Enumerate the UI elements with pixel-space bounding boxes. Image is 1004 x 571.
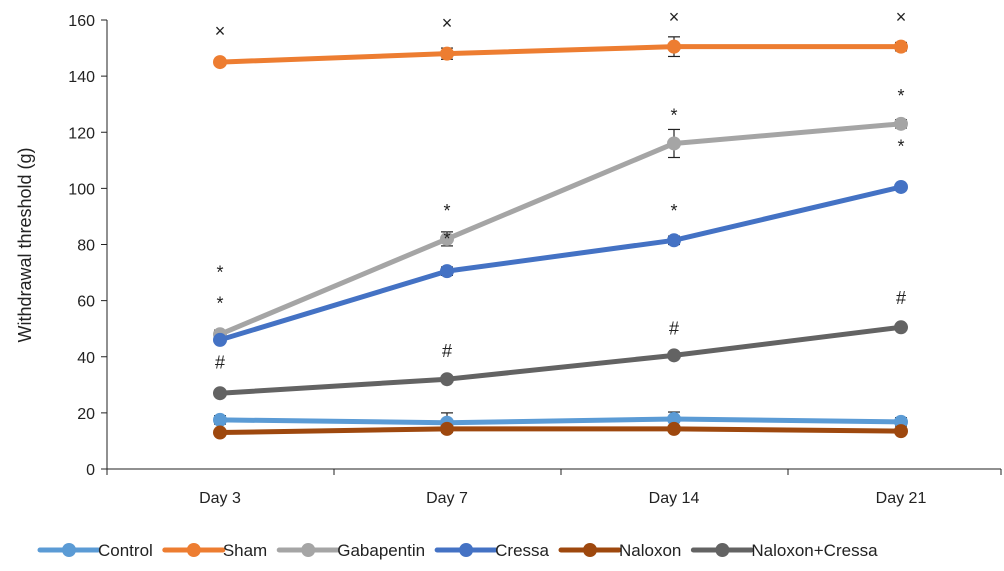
legend-label: Naloxon <box>619 541 681 560</box>
data-point <box>894 179 908 194</box>
series-sham <box>213 36 908 70</box>
series-line <box>217 416 904 426</box>
x-tick-label: Day 7 <box>426 490 468 507</box>
data-point <box>894 116 908 131</box>
legend-swatch-marker <box>301 543 316 557</box>
series-line <box>217 324 904 396</box>
x-tick-label: Day 14 <box>649 490 700 507</box>
significance-marker: * <box>443 229 450 249</box>
significance-marker: # <box>215 352 225 372</box>
y-axis-title: Withdrawal threshold (g) <box>15 147 35 342</box>
significance-marker: # <box>896 288 906 308</box>
legend-item: Control <box>37 541 153 560</box>
data-point <box>667 412 681 427</box>
y-tick-label: 100 <box>68 181 95 198</box>
y-tick-label: 20 <box>77 406 95 423</box>
legend-item: Sham <box>162 541 267 560</box>
data-point <box>440 46 454 61</box>
series-gabapentin <box>213 116 908 342</box>
significance-marker: * <box>443 201 450 221</box>
legend-item: Cressa <box>434 541 550 560</box>
series-line <box>217 44 904 65</box>
significance-marker: * <box>670 105 677 125</box>
significance-marker: × <box>669 7 680 27</box>
series-cressa <box>213 179 908 347</box>
y-tick-label: 160 <box>68 13 95 30</box>
series-line <box>217 184 904 343</box>
data-point <box>667 233 681 248</box>
data-point <box>894 39 908 54</box>
significance-marker: × <box>442 13 453 33</box>
legend-item: Naloxon+Cressa <box>690 541 878 560</box>
significance-marker: × <box>896 7 907 27</box>
series-line <box>217 426 904 436</box>
legend-swatch-marker <box>459 543 474 557</box>
significance-marker: * <box>216 263 223 283</box>
x-tick-label: Day 21 <box>876 490 927 507</box>
significance-marker: * <box>897 86 904 106</box>
legend-swatch-marker <box>62 543 76 557</box>
legend-swatch-marker <box>186 543 201 557</box>
y-tick-label: 40 <box>77 350 95 367</box>
legend: Control Sham Gabapentin Cressa Naloxon Naloxo… <box>37 541 878 560</box>
significance-marker: # <box>669 319 679 339</box>
data-point <box>894 424 908 439</box>
legend-label: Cressa <box>495 541 549 560</box>
legend-label: Gabapentin <box>337 541 425 560</box>
data-point <box>213 386 227 401</box>
y-tick-label: 0 <box>86 462 95 479</box>
legend-label: Naloxon+Cressa <box>751 541 878 560</box>
significance-marker: * <box>216 293 223 313</box>
x-axis: Day 3 Day 7 Day 14 Day 21 <box>106 468 1002 507</box>
legend-swatch-marker <box>583 543 597 557</box>
y-tick-label: 80 <box>77 238 95 255</box>
data-point <box>440 264 454 279</box>
data-point <box>440 421 454 436</box>
y-tick-label: 60 <box>77 294 95 311</box>
legend-item: Naloxon <box>558 541 681 560</box>
significance-marker: * <box>670 201 677 221</box>
series-naloxon-cressa <box>213 320 908 401</box>
data-point <box>213 332 227 347</box>
data-point <box>213 412 227 427</box>
significance-marker: × <box>215 21 226 41</box>
y-tick-label: 140 <box>68 69 95 86</box>
y-axis: 0 20 40 60 80 100 120 140 160 <box>68 13 108 479</box>
legend-label: Control <box>98 541 153 560</box>
series-line <box>217 121 904 337</box>
legend-item: Gabapentin <box>276 541 425 560</box>
data-point <box>667 421 681 436</box>
data-point <box>894 320 908 335</box>
x-tick-label: Day 3 <box>199 490 241 507</box>
significance-marker: * <box>897 136 904 156</box>
data-point <box>667 348 681 363</box>
series-naloxon <box>213 421 908 440</box>
significance-marker: # <box>442 341 452 361</box>
annotation-layer: × × × × * * # * * # * * # * * # <box>215 7 907 372</box>
series-layer <box>213 36 908 440</box>
y-tick-label: 120 <box>68 125 95 142</box>
data-point <box>440 372 454 387</box>
data-point <box>667 136 681 151</box>
data-point <box>667 39 681 54</box>
data-point <box>213 55 227 70</box>
data-point <box>440 231 454 246</box>
legend-swatch-marker <box>715 543 730 557</box>
data-point <box>213 425 227 440</box>
legend-label: Sham <box>223 541 267 560</box>
